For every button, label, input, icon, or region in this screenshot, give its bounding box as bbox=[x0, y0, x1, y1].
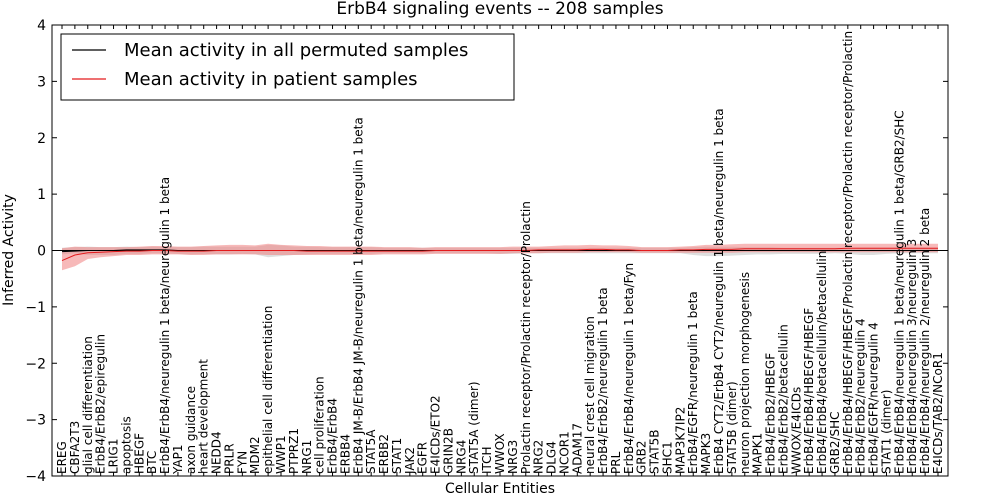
x-tick-label: STAT1 bbox=[390, 438, 404, 474]
y-tick-label: −3 bbox=[25, 413, 46, 429]
legend-label-patient: Mean activity in patient samples bbox=[124, 69, 418, 90]
x-tick-label: EGFR bbox=[416, 442, 430, 474]
x-tick-label: PTPRZ1 bbox=[287, 428, 301, 474]
x-tick-label: ErbB4/ErbB4/HBEGF/HBEGF/Prolactin recept… bbox=[841, 31, 855, 474]
x-tick-label: Prolactin receptor/Prolactin receptor/Pr… bbox=[519, 201, 533, 474]
x-tick-label: ErbB4/ErbB4/neuregulin 1 beta/Fyn bbox=[622, 263, 636, 474]
x-tick-label: WWOX bbox=[493, 433, 507, 474]
x-tick-label: NRG1 bbox=[300, 440, 314, 474]
x-tick-label: GRIN2B bbox=[442, 428, 456, 474]
x-tick-label: epithelial cell differentiation bbox=[261, 306, 275, 474]
x-tick-label: cell proliferation bbox=[313, 376, 327, 474]
x-tick-label: ErbB4/EGFR/neuregulin 4 bbox=[867, 322, 881, 474]
x-tick-label: ErbB4/ErbB4/neuregulin 3/neuregulin 3 bbox=[905, 239, 919, 474]
x-tick-label: ErbB4/ErbB4 bbox=[326, 398, 340, 474]
y-tick-label: −2 bbox=[25, 356, 46, 372]
x-tick-label: glial cell differentiation bbox=[81, 336, 95, 474]
x-tick-label: ADAM17 bbox=[570, 423, 584, 474]
x-tick-label: ErbB4/ErbB2/neuregulin 1 beta bbox=[596, 287, 610, 474]
x-tick-label: ErbB4/ErbB4/neuregulin 2/neuregulin 2 be… bbox=[918, 208, 932, 474]
x-tick-label: HBEGF bbox=[132, 433, 146, 474]
x-tick-label: WWP1 bbox=[274, 435, 288, 474]
y-tick-label: 0 bbox=[37, 244, 46, 260]
x-tick-label: LRIG1 bbox=[107, 439, 121, 475]
chart-title: ErbB4 signaling events -- 208 samples bbox=[336, 0, 663, 19]
x-tick-label: STAT5A (dimer) bbox=[467, 381, 481, 474]
x-tick-label: heart development bbox=[197, 359, 211, 474]
x-tick-label: EREG bbox=[55, 441, 69, 474]
x-tick-label: ErbB4/ErbB2/neuregulin 4 bbox=[854, 318, 868, 474]
patient-band bbox=[62, 243, 938, 271]
x-tick-label: NRG2 bbox=[532, 440, 546, 474]
x-tick-label: ErbB4/EGFR/neuregulin 1 beta bbox=[686, 291, 700, 474]
x-axis-title: Cellular Entities bbox=[445, 481, 555, 497]
x-tick-label: FYN bbox=[235, 451, 249, 474]
legend-box bbox=[60, 33, 515, 101]
x-tick-label: ErbB4/ErbB2/HBEGF bbox=[764, 353, 778, 474]
x-tick-label: axon guidance bbox=[184, 386, 198, 474]
y-tick-label: 3 bbox=[37, 74, 46, 90]
x-tick-label: MAP3K7IP2 bbox=[673, 407, 687, 474]
x-tick-label: NEDD4 bbox=[210, 431, 224, 474]
x-tick-label: STAT5B bbox=[648, 430, 662, 475]
y-tick-label: −1 bbox=[25, 300, 46, 316]
x-tick-label: JAK2 bbox=[403, 447, 417, 475]
x-tick-label: PRL bbox=[609, 451, 623, 474]
x-tick-label: E4ICDs/TAB2/NCoR1 bbox=[931, 352, 945, 474]
x-tick-label: ErbB4/ErbB4/neuregulin 1 beta/neuregulin… bbox=[158, 177, 172, 474]
x-tick-label: CBFA2T3 bbox=[68, 421, 82, 474]
x-tick-label: E4ICDs/ETO2 bbox=[429, 395, 443, 474]
x-tick-label: STAT1 (dimer) bbox=[880, 390, 894, 474]
legend: Mean activity in all permuted samples Me… bbox=[60, 33, 515, 101]
x-tick-label: ErbB4/ErbB2/epiregulin bbox=[94, 334, 108, 474]
x-tick-label: DLG4 bbox=[545, 441, 559, 474]
x-tick-label: MAPK1 bbox=[751, 433, 765, 474]
x-tick-label: ErbB4/ErbB4/neuregulin 1 beta/neuregulin… bbox=[892, 110, 906, 474]
x-tick-label: ITCH bbox=[480, 446, 494, 474]
x-tick-label: NRG4 bbox=[454, 440, 468, 474]
x-tick-label: ErbB4 JM-B/ErbB4 JM-B/neuregulin 1 beta/… bbox=[351, 117, 365, 474]
x-tick-label: NCOR1 bbox=[557, 431, 571, 474]
y-tick-label: 4 bbox=[37, 18, 46, 34]
x-tick-label: neuron projection morphogenesis bbox=[738, 272, 752, 474]
x-tick-label: ErbB4/ErbB4/HBEGF/HBEGF bbox=[802, 308, 816, 474]
x-tick-label: neural crest cell migration bbox=[583, 316, 597, 474]
x-tick-label: NRG3 bbox=[506, 440, 520, 474]
x-tick-label: GRB2/SHC bbox=[828, 411, 842, 474]
x-tick-label: BTC bbox=[145, 451, 159, 474]
patient-line bbox=[61, 247, 938, 262]
x-tick-label: MAPK3 bbox=[699, 433, 713, 474]
x-tick-label: ErbB4/ErbB2/betacellulin bbox=[776, 324, 790, 474]
y-tick-label: 2 bbox=[37, 131, 46, 147]
y-axis-title: Inferred Activity bbox=[1, 194, 17, 306]
x-tick-label: YAP1 bbox=[171, 445, 185, 475]
x-tick-label: STAT5A bbox=[364, 429, 378, 474]
x-tick-label: ERBB4 bbox=[338, 434, 352, 474]
y-tick-label: −4 bbox=[25, 469, 46, 485]
y-tick-label: 1 bbox=[37, 187, 46, 203]
x-tick-label: ErbB4/ErbB4/betacellulin/betacellulin bbox=[815, 251, 829, 474]
x-tick-label: SHC1 bbox=[661, 441, 675, 474]
x-tick-label: MDM2 bbox=[248, 436, 262, 474]
x-tick-label: apoptosis bbox=[119, 416, 133, 474]
x-tick-label: WWOX/E4ICDs bbox=[789, 387, 803, 474]
legend-label-permuted: Mean activity in all permuted samples bbox=[124, 40, 468, 61]
x-tick-label: ErbB4 CYT2/ErbB4 CYT2/neuregulin 1 beta/… bbox=[712, 108, 726, 474]
x-tick-label: GRB2 bbox=[635, 440, 649, 474]
x-tick-label: PRLR bbox=[223, 443, 237, 474]
x-tick-label: ERBB2 bbox=[377, 434, 391, 474]
x-tick-label: STAT5B (dimer) bbox=[725, 381, 739, 474]
